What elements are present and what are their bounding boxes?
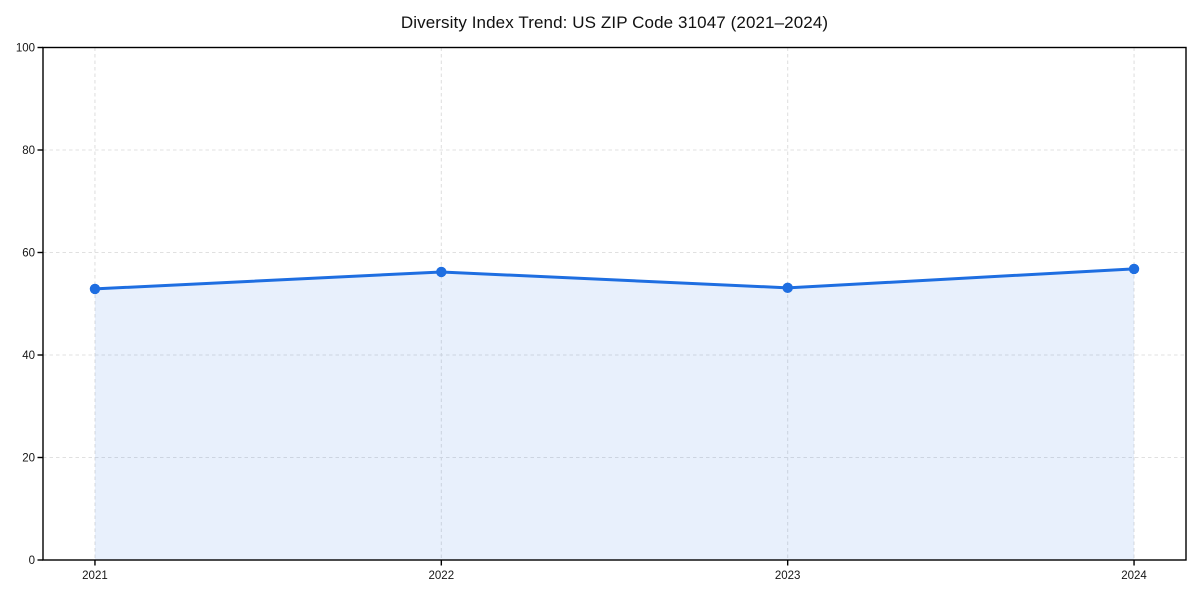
data-point-marker bbox=[782, 282, 793, 294]
y-tick-label: 80 bbox=[22, 145, 35, 157]
y-tick-label: 100 bbox=[16, 43, 35, 55]
x-tick-label: 2024 bbox=[1121, 570, 1147, 582]
trend-line bbox=[93, 267, 1136, 291]
x-tick-label: 2021 bbox=[82, 570, 108, 582]
chart-title: Diversity Index Trend: US ZIP Code 31047… bbox=[400, 13, 829, 32]
data-point-marker bbox=[89, 283, 101, 295]
y-tick-label: 60 bbox=[22, 248, 35, 260]
data-point-marker bbox=[436, 266, 447, 278]
area-fill bbox=[94, 268, 1135, 560]
x-tick-label: 2022 bbox=[429, 570, 455, 582]
data-point-marker bbox=[1128, 263, 1140, 275]
y-tick-label: 20 bbox=[22, 453, 35, 465]
x-tick-label: 2023 bbox=[775, 570, 801, 582]
y-tick-label: 0 bbox=[29, 555, 35, 567]
plot-box bbox=[42, 46, 1187, 561]
y-tick-label: 40 bbox=[22, 350, 35, 362]
